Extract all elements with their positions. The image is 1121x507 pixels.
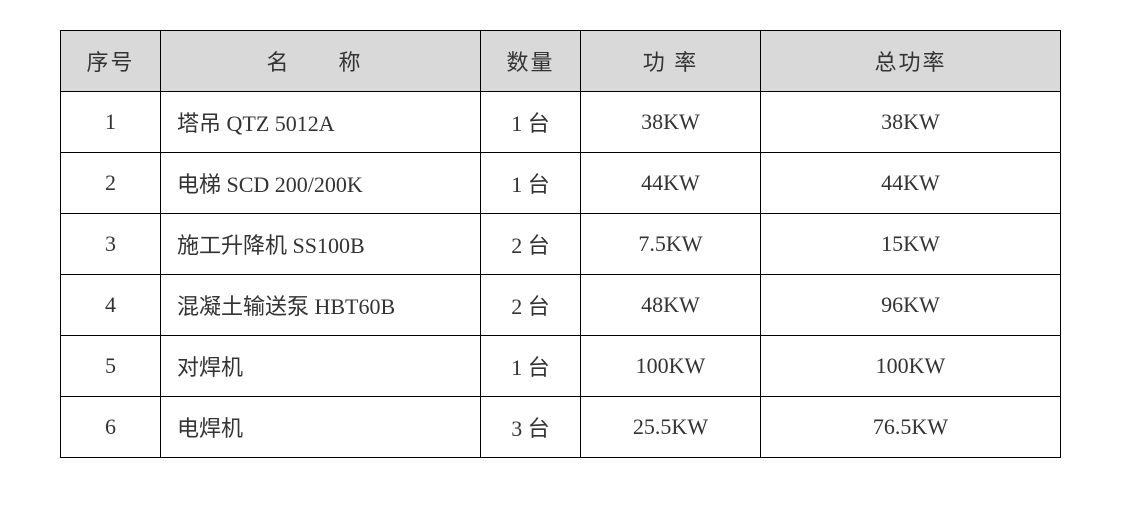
cell-name: 电梯 SCD 200/200K bbox=[161, 153, 481, 214]
cell-total: 76.5KW bbox=[761, 397, 1061, 458]
cell-pwr: 100KW bbox=[581, 336, 761, 397]
cell-idx: 3 bbox=[61, 214, 161, 275]
table-row: 6 电焊机 3 台 25.5KW 76.5KW bbox=[61, 397, 1061, 458]
header-row: 序号 名 称 数量 功 率 总功率 bbox=[61, 31, 1061, 92]
cell-idx: 4 bbox=[61, 275, 161, 336]
header-idx: 序号 bbox=[61, 31, 161, 92]
cell-pwr: 48KW bbox=[581, 275, 761, 336]
cell-name: 混凝土输送泵 HBT60B bbox=[161, 275, 481, 336]
cell-pwr: 7.5KW bbox=[581, 214, 761, 275]
table-row: 1 塔吊 QTZ 5012A 1 台 38KW 38KW bbox=[61, 92, 1061, 153]
cell-idx: 1 bbox=[61, 92, 161, 153]
cell-total: 100KW bbox=[761, 336, 1061, 397]
cell-idx: 6 bbox=[61, 397, 161, 458]
header-name: 名 称 bbox=[161, 31, 481, 92]
cell-qty: 1 台 bbox=[481, 92, 581, 153]
cell-qty: 2 台 bbox=[481, 275, 581, 336]
cell-qty: 2 台 bbox=[481, 214, 581, 275]
header-qty: 数量 bbox=[481, 31, 581, 92]
header-total: 总功率 bbox=[761, 31, 1061, 92]
table-row: 2 电梯 SCD 200/200K 1 台 44KW 44KW bbox=[61, 153, 1061, 214]
cell-name: 施工升降机 SS100B bbox=[161, 214, 481, 275]
cell-name: 塔吊 QTZ 5012A bbox=[161, 92, 481, 153]
cell-total: 38KW bbox=[761, 92, 1061, 153]
equipment-table: 序号 名 称 数量 功 率 总功率 1 塔吊 QTZ 5012A 1 台 38K… bbox=[60, 30, 1061, 458]
cell-idx: 2 bbox=[61, 153, 161, 214]
cell-qty: 1 台 bbox=[481, 153, 581, 214]
header-pwr: 功 率 bbox=[581, 31, 761, 92]
cell-total: 15KW bbox=[761, 214, 1061, 275]
cell-total: 44KW bbox=[761, 153, 1061, 214]
table-row: 3 施工升降机 SS100B 2 台 7.5KW 15KW bbox=[61, 214, 1061, 275]
cell-qty: 1 台 bbox=[481, 336, 581, 397]
cell-pwr: 38KW bbox=[581, 92, 761, 153]
cell-idx: 5 bbox=[61, 336, 161, 397]
table-body: 1 塔吊 QTZ 5012A 1 台 38KW 38KW 2 电梯 SCD 20… bbox=[61, 92, 1061, 458]
cell-total: 96KW bbox=[761, 275, 1061, 336]
cell-pwr: 25.5KW bbox=[581, 397, 761, 458]
cell-name: 电焊机 bbox=[161, 397, 481, 458]
table-row: 5 对焊机 1 台 100KW 100KW bbox=[61, 336, 1061, 397]
cell-qty: 3 台 bbox=[481, 397, 581, 458]
table-row: 4 混凝土输送泵 HBT60B 2 台 48KW 96KW bbox=[61, 275, 1061, 336]
cell-name: 对焊机 bbox=[161, 336, 481, 397]
cell-pwr: 44KW bbox=[581, 153, 761, 214]
